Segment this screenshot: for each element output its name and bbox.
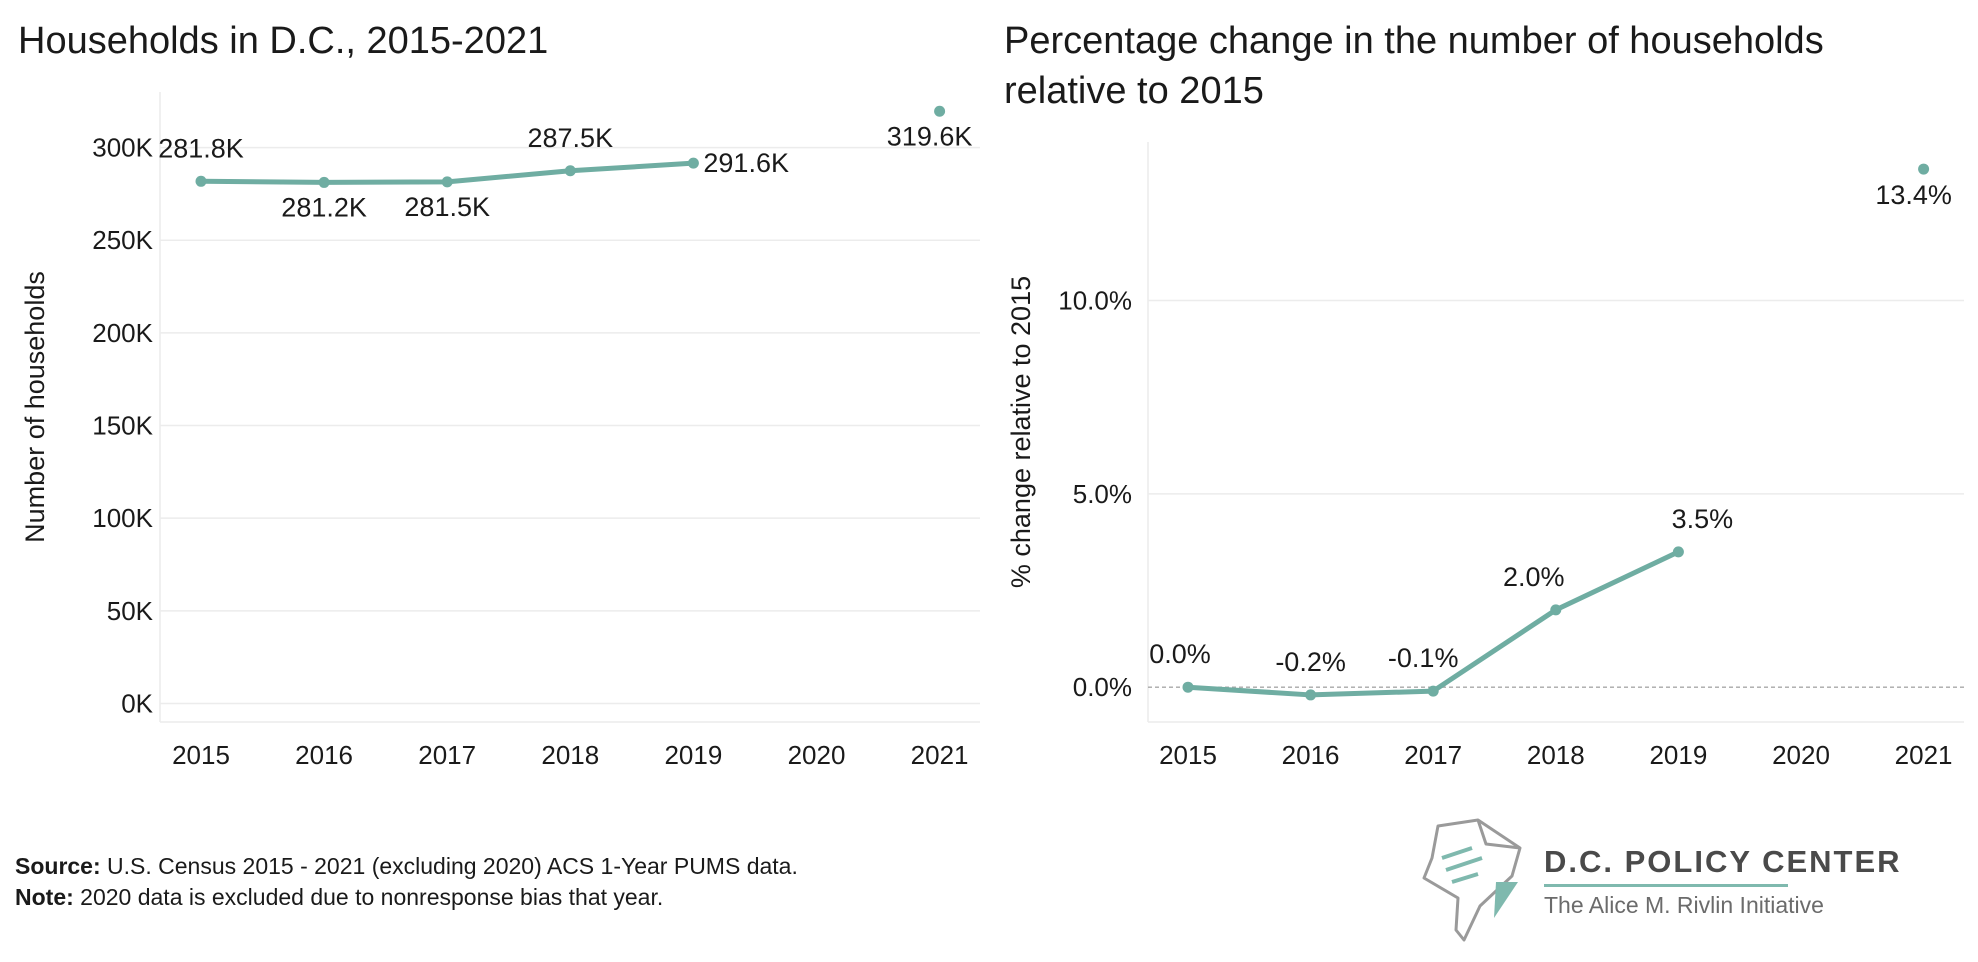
x-tick-label: 2019: [664, 740, 722, 770]
data-label: 281.5K: [404, 192, 490, 222]
x-tick-label: 2015: [172, 740, 230, 770]
right-chart-title: Percentage change in the number of house…: [1004, 20, 1824, 112]
y-tick-label: 5.0%: [1073, 479, 1132, 509]
y-tick-label: 250K: [92, 225, 153, 255]
y-tick-label: 300K: [92, 133, 153, 163]
y-tick-label: 200K: [92, 318, 153, 348]
data-label: 287.5K: [528, 123, 614, 153]
data-point: [1182, 681, 1194, 693]
data-point: [1427, 685, 1439, 697]
source-text: U.S. Census 2015 - 2021 (excluding 2020)…: [100, 853, 798, 879]
data-point: [1305, 689, 1317, 701]
y-axis-title: Number of households: [20, 271, 50, 543]
data-label: 13.4%: [1875, 180, 1952, 210]
source-label: Source:: [15, 853, 101, 879]
logo-divider: [1544, 884, 1788, 887]
dc-map-document-icon: [1422, 818, 1522, 942]
dc-policy-center-logo: D.C. POLICY CENTER The Alice M. Rivlin I…: [1420, 818, 1920, 942]
x-tick-label: 2016: [1282, 740, 1340, 770]
data-label: 3.5%: [1672, 504, 1734, 534]
x-tick-label: 2019: [1649, 740, 1707, 770]
x-tick-label: 2020: [788, 740, 846, 770]
note-text: 2020 data is excluded due to nonresponse…: [73, 884, 664, 910]
note-line: Note: 2020 data is excluded due to nonre…: [15, 882, 663, 912]
y-axis-title: % change relative to 2015: [1006, 276, 1036, 588]
data-label: 281.8K: [158, 133, 244, 163]
x-tick-label: 2018: [541, 740, 599, 770]
data-label: 281.2K: [281, 192, 367, 222]
y-tick-label: 0K: [121, 688, 153, 718]
data-label: 0.0%: [1149, 639, 1211, 669]
note-label: Note:: [15, 884, 74, 910]
x-tick-label: 2016: [295, 740, 353, 770]
data-label: -0.2%: [1275, 647, 1346, 677]
x-tick-label: 2021: [1895, 740, 1953, 770]
y-tick-label: 150K: [92, 411, 153, 441]
data-label: -0.1%: [1388, 643, 1459, 673]
source-note: Source: U.S. Census 2015 - 2021 (excludi…: [15, 851, 798, 881]
x-tick-label: 2015: [1159, 740, 1217, 770]
data-label: 2.0%: [1503, 562, 1565, 592]
series-line: [1185, 549, 1681, 698]
left-chart-title: Households in D.C., 2015-2021: [18, 20, 549, 62]
y-tick-label: 50K: [107, 596, 154, 626]
data-point: [1672, 546, 1684, 558]
data-point: [318, 176, 330, 188]
data-point: [934, 105, 946, 117]
y-tick-label: 100K: [92, 503, 153, 533]
y-tick-label: 0.0%: [1073, 672, 1132, 702]
data-point: [1550, 604, 1562, 616]
x-tick-label: 2017: [418, 740, 476, 770]
x-tick-label: 2018: [1527, 740, 1585, 770]
data-point: [564, 165, 576, 177]
logo-name: D.C. POLICY CENTER: [1544, 844, 1902, 879]
x-tick-label: 2017: [1404, 740, 1462, 770]
logo-subtitle: The Alice M. Rivlin Initiative: [1544, 892, 1824, 918]
data-label: 319.6K: [887, 121, 973, 151]
data-point: [441, 176, 453, 188]
data-point: [687, 157, 699, 169]
data-label: 291.6K: [703, 148, 789, 178]
x-tick-label: 2020: [1772, 740, 1830, 770]
data-point: [195, 175, 207, 187]
y-tick-label: 10.0%: [1058, 286, 1132, 316]
x-tick-label: 2021: [911, 740, 969, 770]
data-point: [1918, 163, 1930, 175]
